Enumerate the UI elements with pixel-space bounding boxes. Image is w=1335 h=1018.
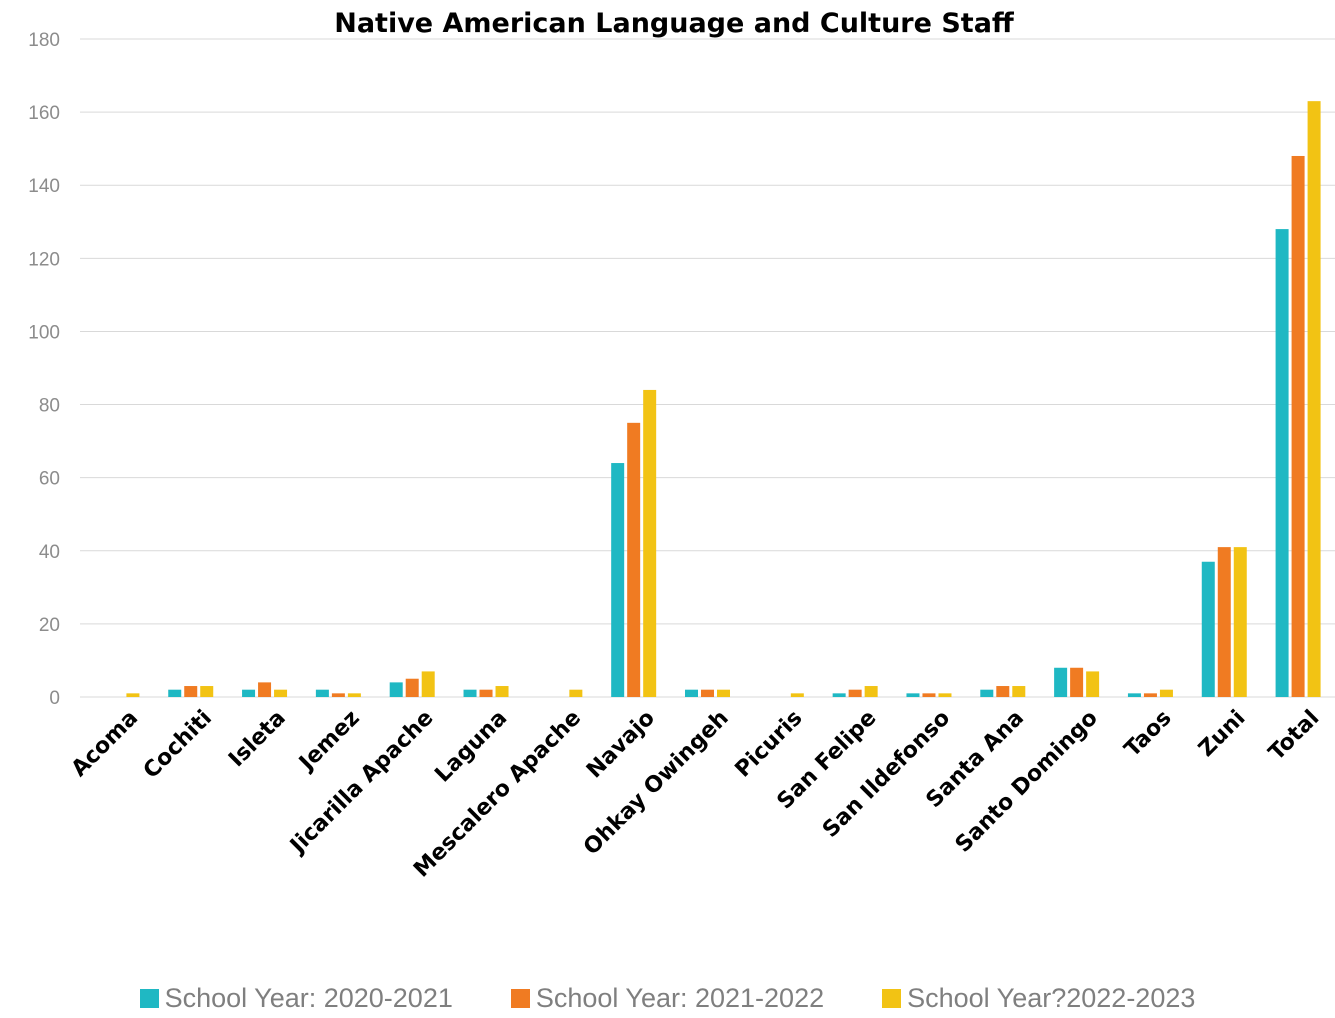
bar: [1201, 561, 1215, 697]
bar: [701, 689, 714, 697]
x-tick-label: Picuris: [731, 706, 808, 783]
x-tick-label: Zuni: [1194, 706, 1250, 762]
y-tick-label: 160: [28, 103, 60, 124]
x-tick-label: Jicarilla Apache: [284, 706, 438, 860]
bar: [569, 689, 583, 697]
legend-label-series-3: School Year?2022-2023: [907, 982, 1196, 1013]
y-tick-label: 80: [39, 396, 60, 417]
bar: [1307, 101, 1321, 697]
bar: [1291, 155, 1305, 697]
bar: [258, 682, 272, 697]
bar: [315, 689, 329, 697]
bar: [242, 689, 256, 697]
y-tick-label: 180: [28, 30, 60, 51]
chart-title: Native American Language and Culture Sta…: [334, 8, 1015, 39]
y-tick-label: 100: [28, 322, 60, 343]
x-tick-label: Taos: [1120, 706, 1177, 763]
bar: [200, 686, 214, 697]
bar: [274, 689, 288, 697]
y-tick-label: 120: [28, 249, 60, 270]
bar: [495, 686, 509, 697]
legend-swatch-series-1: [139, 988, 159, 1008]
legend-item-series-2: School Year: 2021-2022: [510, 982, 825, 1014]
bar: [717, 689, 730, 697]
legend-label-series-1: School Year: 2020-2021: [164, 982, 453, 1013]
x-tick-label: Acoma: [67, 706, 143, 782]
bar: [405, 678, 419, 697]
bar: [611, 463, 625, 697]
x-tick-label: Navajo: [582, 706, 660, 784]
legend-swatch-series-2: [510, 988, 530, 1008]
bars: [126, 101, 1321, 698]
bar: [1217, 547, 1231, 697]
bar: [980, 689, 994, 697]
bar: [790, 693, 804, 697]
bar: [1070, 667, 1084, 697]
bar: [126, 693, 140, 697]
bar: [331, 693, 345, 697]
y-tick-label: 40: [39, 542, 60, 563]
bar: [938, 693, 952, 697]
x-tick-label: Ohkay Owingeh: [579, 706, 734, 861]
bar: [1159, 689, 1173, 697]
bar: [347, 693, 361, 697]
bar: [389, 682, 403, 697]
x-tick-label: Isleta: [224, 706, 291, 773]
y-tick-label: 140: [28, 176, 60, 197]
bar: [996, 686, 1010, 697]
x-tick-label: Cochiti: [139, 706, 217, 784]
bar: [1127, 693, 1141, 697]
bar: [1275, 229, 1289, 698]
bar: [463, 689, 477, 697]
bar: [906, 693, 920, 697]
bar: [643, 389, 657, 697]
bar: [922, 693, 936, 697]
legend: School Year: 2020-2021 School Year: 2021…: [0, 978, 1335, 1018]
bar: [421, 671, 435, 697]
bar: [168, 689, 182, 697]
x-tick-label: Jemez: [293, 706, 364, 777]
bar: [685, 689, 698, 697]
bar: [864, 686, 878, 697]
gridlines: [80, 38, 1335, 698]
bar: [1086, 671, 1100, 697]
bar: [848, 689, 862, 697]
x-tick-label: San Ildefonso: [818, 706, 955, 843]
bar: [184, 686, 198, 697]
bar: [832, 693, 846, 697]
legend-label-series-2: School Year: 2021-2022: [535, 982, 825, 1013]
y-tick-label: 0: [49, 688, 60, 709]
x-tick-label: Total: [1264, 706, 1324, 766]
x-tick-label: Santo Domingo: [951, 706, 1103, 858]
legend-item-series-1: School Year: 2020-2021: [139, 982, 453, 1014]
legend-swatch-series-3: [882, 988, 902, 1008]
bar: [1054, 667, 1068, 697]
y-tick-label: 20: [39, 615, 60, 636]
legend-item-series-3: School Year?2022-2023: [882, 983, 1195, 1014]
bar: [1233, 547, 1247, 697]
bar: [1143, 693, 1157, 697]
y-axis-ticks: 0 20 40 60 80 100 120 140 160 180: [28, 30, 60, 709]
bar: [627, 422, 641, 697]
bar: [479, 689, 493, 697]
y-tick-label: 60: [39, 469, 60, 490]
bar: [1012, 686, 1026, 697]
